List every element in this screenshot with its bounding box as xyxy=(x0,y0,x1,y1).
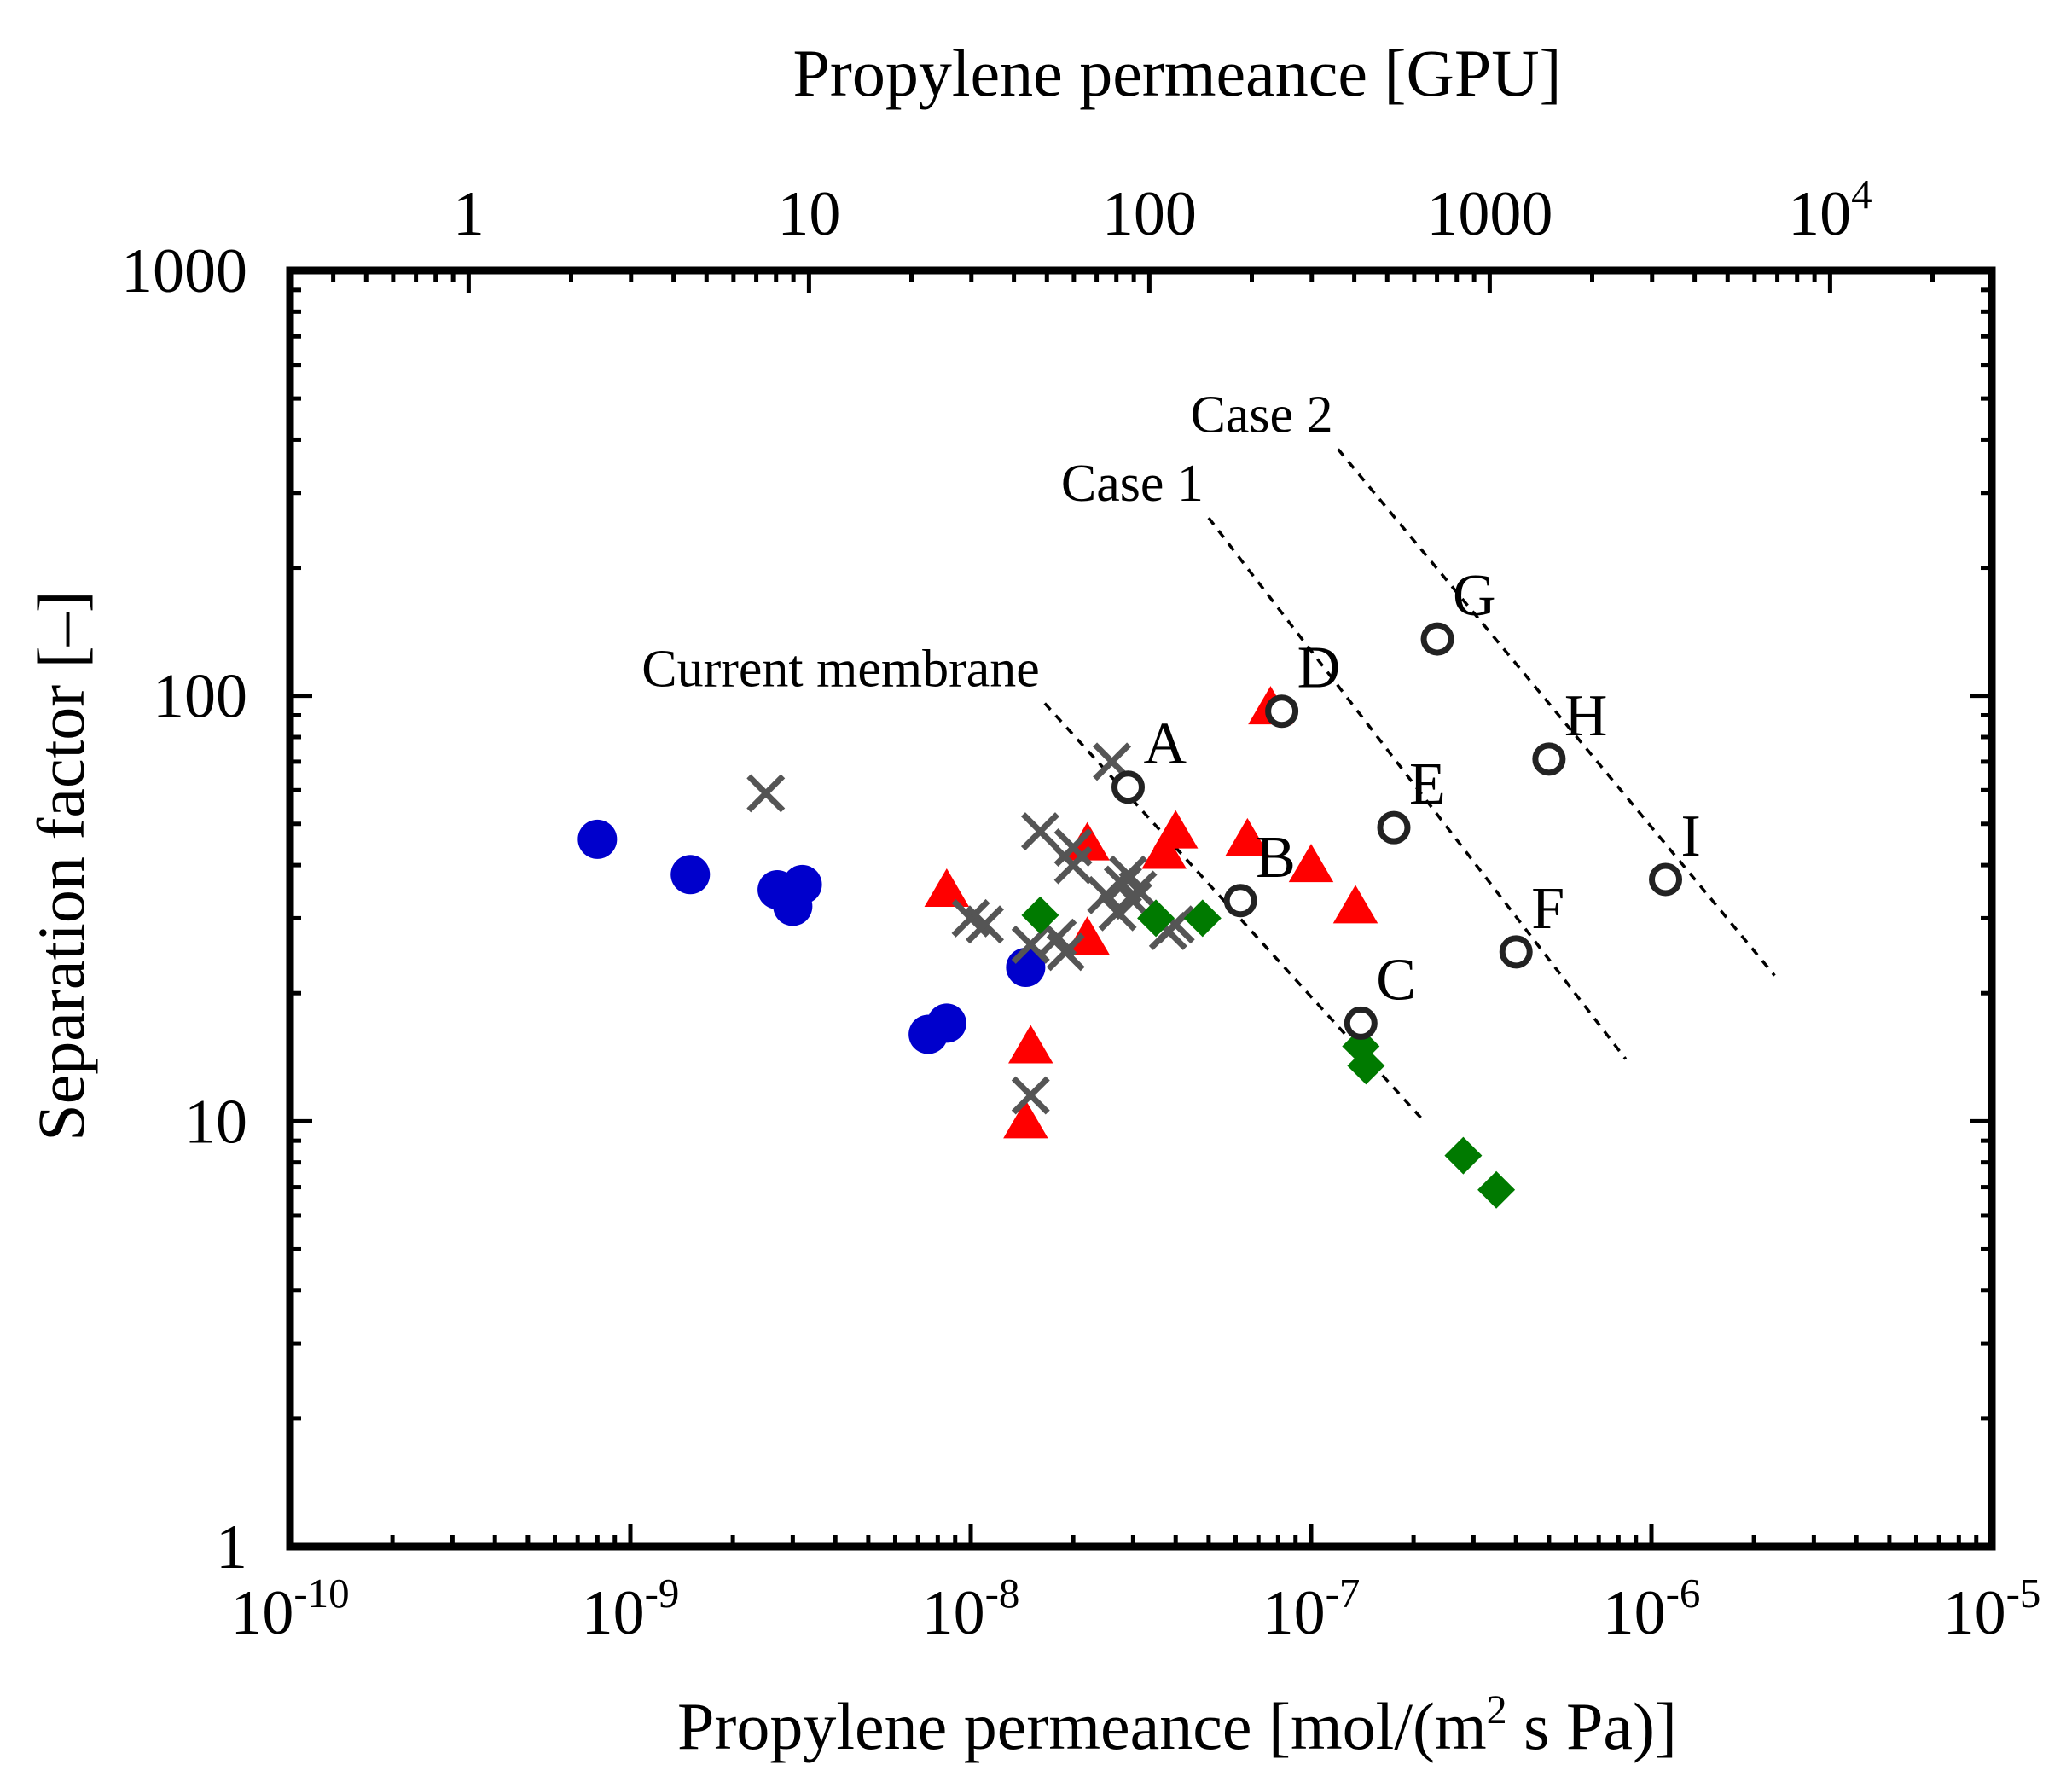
open-circle-point xyxy=(1223,884,1257,918)
x2-tick-label: 100 xyxy=(1102,179,1197,249)
y-tick-label: 1 xyxy=(216,1512,247,1582)
y-tick-label: 1000 xyxy=(121,236,247,306)
point-label: I xyxy=(1681,804,1701,869)
x-tick-label: 10-10 xyxy=(230,1570,349,1648)
green-diamond-point xyxy=(1021,896,1059,934)
y-tick-label: 100 xyxy=(153,662,247,732)
cross-stroke xyxy=(1093,742,1132,781)
red-triangle-point xyxy=(1141,830,1187,869)
gray-cross-point xyxy=(1053,845,1093,885)
red-triangle-point xyxy=(1152,810,1199,849)
point-label: E xyxy=(1409,752,1446,817)
x-tick-label: 10-6 xyxy=(1603,1570,1701,1648)
trend-line-label: Current membrane xyxy=(641,641,1040,699)
gray-cross-point xyxy=(1020,812,1059,851)
gray-cross-point xyxy=(1053,827,1093,867)
green-diamond-point xyxy=(1183,899,1222,938)
cross-stroke xyxy=(746,774,786,813)
open-circle-point xyxy=(1344,1006,1378,1040)
cross-stroke xyxy=(1020,812,1059,851)
red-triangle-point xyxy=(1003,1100,1048,1139)
trend-line-label: Case 1 xyxy=(1061,455,1204,513)
trend-line xyxy=(1337,448,1776,977)
x2-tick-label: 1000 xyxy=(1426,179,1553,249)
point-label: F xyxy=(1531,876,1564,942)
cross-stroke xyxy=(1011,925,1050,964)
blue-circle-point xyxy=(577,819,618,859)
green-diamond-point xyxy=(1444,1136,1483,1175)
red-triangle-point xyxy=(1008,1025,1053,1064)
x-axis-title: Propylene permeance [mol/(m2 s Pa)] xyxy=(677,1687,1677,1763)
open-circle-point xyxy=(1532,742,1566,776)
x2-tick-label: 1 xyxy=(453,179,485,249)
gray-cross-point xyxy=(1011,1076,1050,1115)
point-label: H xyxy=(1564,683,1608,749)
x2-tick-label: 104 xyxy=(1788,171,1872,249)
cross-stroke xyxy=(1156,905,1195,944)
x-tick-label: 10-8 xyxy=(922,1570,1020,1648)
red-triangle-point xyxy=(1288,844,1334,883)
gray-cross-point xyxy=(1046,932,1085,972)
open-circle-point xyxy=(1377,810,1411,845)
trend-line xyxy=(1207,517,1628,1060)
gray-cross-point xyxy=(966,905,1004,944)
green-diamond-point xyxy=(1347,1047,1385,1085)
blue-circle-point xyxy=(926,1003,966,1043)
open-circle-point xyxy=(1499,935,1533,969)
green-diamond-point xyxy=(1477,1170,1516,1209)
top-axis-title: Propylene permeance [GPU] xyxy=(793,36,1562,110)
cross-stroke xyxy=(1118,870,1158,909)
red-triangle-point xyxy=(924,868,970,908)
point-label: C xyxy=(1376,947,1416,1013)
cross-stroke xyxy=(1053,827,1093,867)
point-label: B xyxy=(1256,825,1296,891)
open-circle-point xyxy=(1265,694,1299,729)
x-tick-label: 10-7 xyxy=(1262,1570,1361,1648)
green-diamond-point xyxy=(1137,899,1175,938)
y-tick-label: 10 xyxy=(184,1087,247,1157)
red-triangle-point xyxy=(1332,885,1378,924)
trend-line-label: Case 2 xyxy=(1191,386,1333,444)
point-label: G xyxy=(1453,563,1496,629)
cross-stroke xyxy=(1046,932,1085,972)
gray-cross-point xyxy=(1118,870,1158,909)
open-circle-point xyxy=(1420,622,1454,656)
y-axis-title: Separation factor [–] xyxy=(24,590,98,1141)
open-circle-point xyxy=(1111,770,1145,804)
point-label: A xyxy=(1143,711,1187,777)
point-label: D xyxy=(1297,636,1341,701)
open-circle-point xyxy=(1649,862,1683,897)
plot-frame xyxy=(286,266,1996,1551)
cross-stroke xyxy=(966,905,1004,944)
cross-stroke xyxy=(1038,918,1077,957)
red-triangle-point xyxy=(1225,817,1270,856)
cross-stroke xyxy=(1053,845,1093,885)
cross-stroke xyxy=(1011,1076,1050,1115)
cross-stroke xyxy=(1103,865,1142,904)
blue-circle-point xyxy=(670,855,711,895)
x2-tick-label: 10 xyxy=(777,179,840,249)
cross-stroke xyxy=(951,898,990,938)
blue-circle-point xyxy=(782,864,822,904)
x-tick-label: 10-9 xyxy=(582,1570,680,1648)
gray-cross-point xyxy=(746,774,786,813)
x-tick-label: 10-5 xyxy=(1943,1570,2041,1648)
cross-stroke xyxy=(1113,881,1152,920)
